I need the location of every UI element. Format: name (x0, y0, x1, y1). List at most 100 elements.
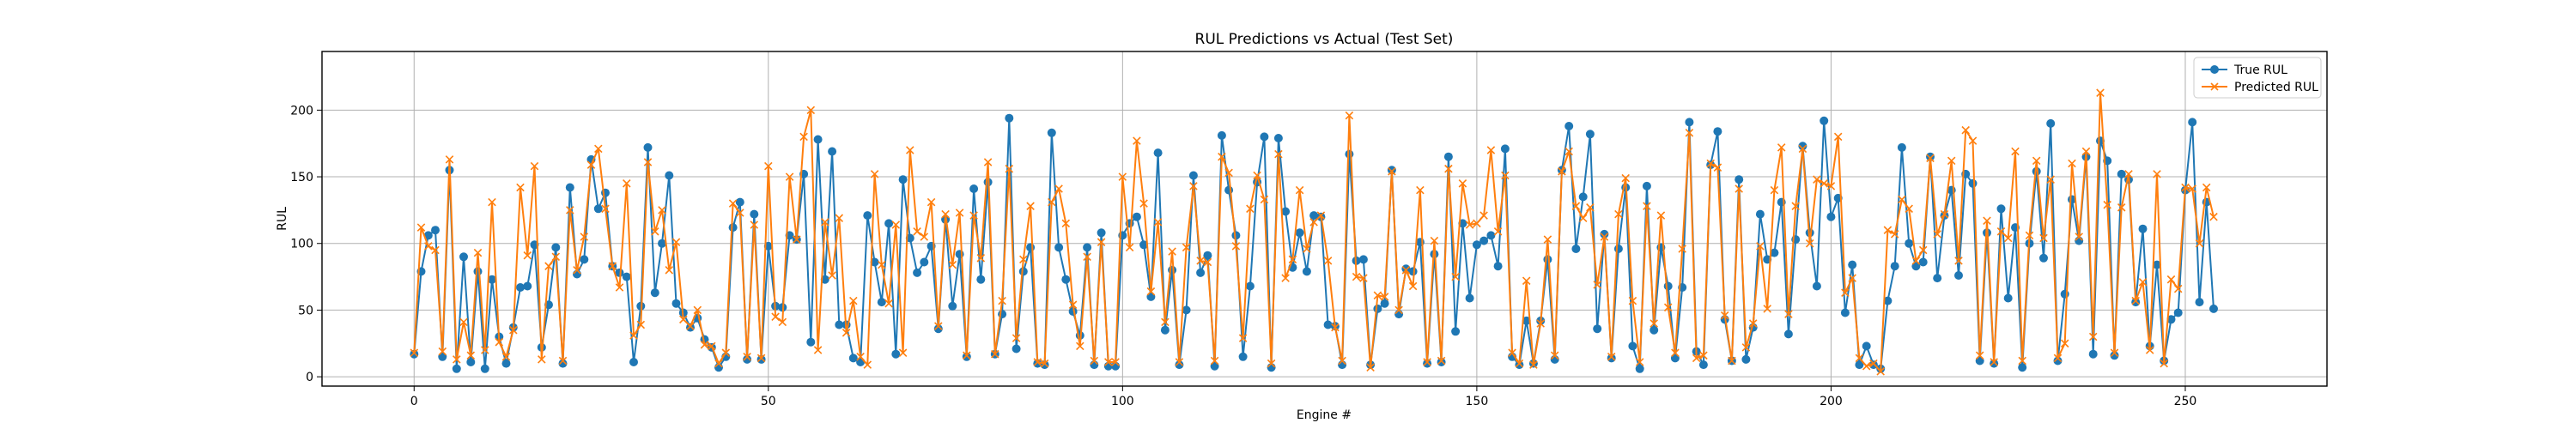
data-point-predicted-rul (1423, 358, 1431, 366)
data-point-predicted-rul (2202, 183, 2211, 192)
data-point-true-rul (948, 301, 957, 311)
data-point-predicted-rul (2209, 212, 2218, 221)
data-point-true-rul (551, 243, 561, 252)
data-point-true-rul (1755, 209, 1765, 219)
data-point-predicted-rul (1911, 257, 1921, 265)
data-point-predicted-rul (828, 271, 836, 280)
data-point-predicted-rul (1578, 214, 1588, 222)
data-point-true-rul (2188, 118, 2197, 127)
data-point-predicted-rul (586, 160, 596, 169)
data-point-predicted-rul (1643, 202, 1651, 210)
data-point-predicted-rul (1309, 218, 1318, 227)
data-point-predicted-rul (551, 252, 561, 262)
data-point-predicted-rul (2018, 356, 2026, 366)
legend-frame (2193, 57, 2322, 99)
data-point-true-rul (1231, 231, 1241, 240)
data-point-true-rul (431, 226, 440, 235)
data-point-predicted-rul (459, 317, 468, 327)
data-point-predicted-rul (1026, 202, 1035, 210)
data-point-predicted-rul (1564, 147, 1573, 156)
data-point-predicted-rul (1784, 310, 1793, 318)
data-point-predicted-rul (1189, 182, 1198, 190)
data-point-predicted-rul (1515, 359, 1524, 368)
data-point-predicted-rul (2188, 184, 2196, 193)
data-point-predicted-rul (1741, 343, 1751, 352)
data-point-predicted-rul (1777, 143, 1786, 152)
data-point-predicted-rul (2075, 233, 2083, 241)
x-axis-label: Engine # (1297, 408, 1352, 422)
data-point-true-rul (1394, 310, 1404, 319)
series-markers-predicted-rul (410, 88, 2218, 376)
data-point-true-rul (735, 197, 744, 207)
data-point-predicted-rul (1820, 179, 1828, 188)
data-point-predicted-rul (1826, 182, 1836, 190)
data-point-predicted-rul (636, 320, 646, 329)
data-point-true-rul (1486, 231, 1496, 240)
data-point-true-rul (1380, 299, 1389, 308)
data-point-predicted-rul (1076, 341, 1084, 351)
data-point-true-rul (1097, 228, 1106, 238)
data-point-true-rul (2088, 349, 2098, 359)
x-tick-label: 0 (410, 395, 418, 408)
data-point-predicted-rul (566, 206, 574, 214)
data-point-true-rul (1443, 152, 1453, 161)
data-point-predicted-rul (1486, 146, 1496, 154)
data-point-predicted-rul (708, 341, 716, 351)
data-point-predicted-rul (991, 349, 999, 359)
data-point-predicted-rul (898, 348, 908, 357)
data-point-true-rul (1358, 255, 1368, 264)
data-point-predicted-rul (884, 299, 893, 308)
data-point-true-rul (629, 358, 638, 366)
y-tick-label: 100 (290, 238, 313, 251)
data-point-true-rul (2153, 260, 2161, 269)
data-point-predicted-rul (1408, 281, 1418, 291)
data-point-true-rul (1054, 243, 1064, 252)
x-tick-label: 50 (761, 395, 776, 408)
data-point-predicted-rul (976, 254, 986, 263)
data-point-predicted-rul (1224, 168, 1233, 178)
data-point-true-rul (1026, 243, 1036, 252)
data-point-predicted-rul (963, 351, 971, 360)
data-point-predicted-rul (878, 260, 886, 269)
data-point-true-rul (1635, 364, 1644, 373)
data-point-true-rul (884, 219, 894, 228)
data-point-predicted-rul (665, 266, 674, 275)
data-point-predicted-rul (1975, 351, 1984, 360)
data-point-predicted-rul (1097, 238, 1106, 246)
data-point-predicted-rul (1373, 291, 1382, 300)
data-point-true-rul (835, 320, 844, 329)
data-point-predicted-rul (1168, 247, 1176, 256)
data-point-true-rul (1855, 360, 1864, 370)
data-point-true-rul (1153, 148, 1163, 158)
data-point-predicted-rul (1380, 293, 1389, 301)
data-point-true-rul (1713, 127, 1722, 136)
data-point-true-rul (1770, 248, 1779, 257)
data-point-predicted-rul (1862, 361, 1871, 371)
series-line-predicted-rul (413, 92, 2215, 372)
data-point-predicted-rul (1479, 211, 1488, 220)
data-point-true-rul (1408, 267, 1418, 276)
data-point-true-rul (516, 283, 525, 292)
data-point-true-rul (1018, 267, 1028, 276)
data-point-true-rul (1302, 267, 1311, 276)
data-point-true-rul (1522, 316, 1531, 325)
data-point-predicted-rul (509, 325, 518, 335)
series-layer (410, 88, 2218, 376)
data-point-predicted-rul (1210, 356, 1219, 366)
data-point-true-rul (1196, 268, 1206, 277)
data-point-true-rul (962, 352, 971, 361)
data-point-predicted-rul (1153, 218, 1163, 227)
data-point-predicted-rul (424, 242, 433, 251)
data-point-true-rul (1245, 281, 1255, 291)
data-point-predicted-rul (2138, 278, 2148, 287)
data-point-predicted-rul (2145, 346, 2154, 354)
data-point-predicted-rul (998, 296, 1006, 305)
data-point-true-rul (1968, 178, 1978, 188)
data-point-predicted-rul (544, 262, 553, 270)
data-point-predicted-rul (785, 172, 794, 181)
data-point-predicted-rul (1111, 358, 1120, 366)
data-point-predicted-rul (1890, 230, 1899, 239)
data-point-predicted-rul (2117, 203, 2126, 212)
data-point-true-rul (2166, 315, 2176, 324)
